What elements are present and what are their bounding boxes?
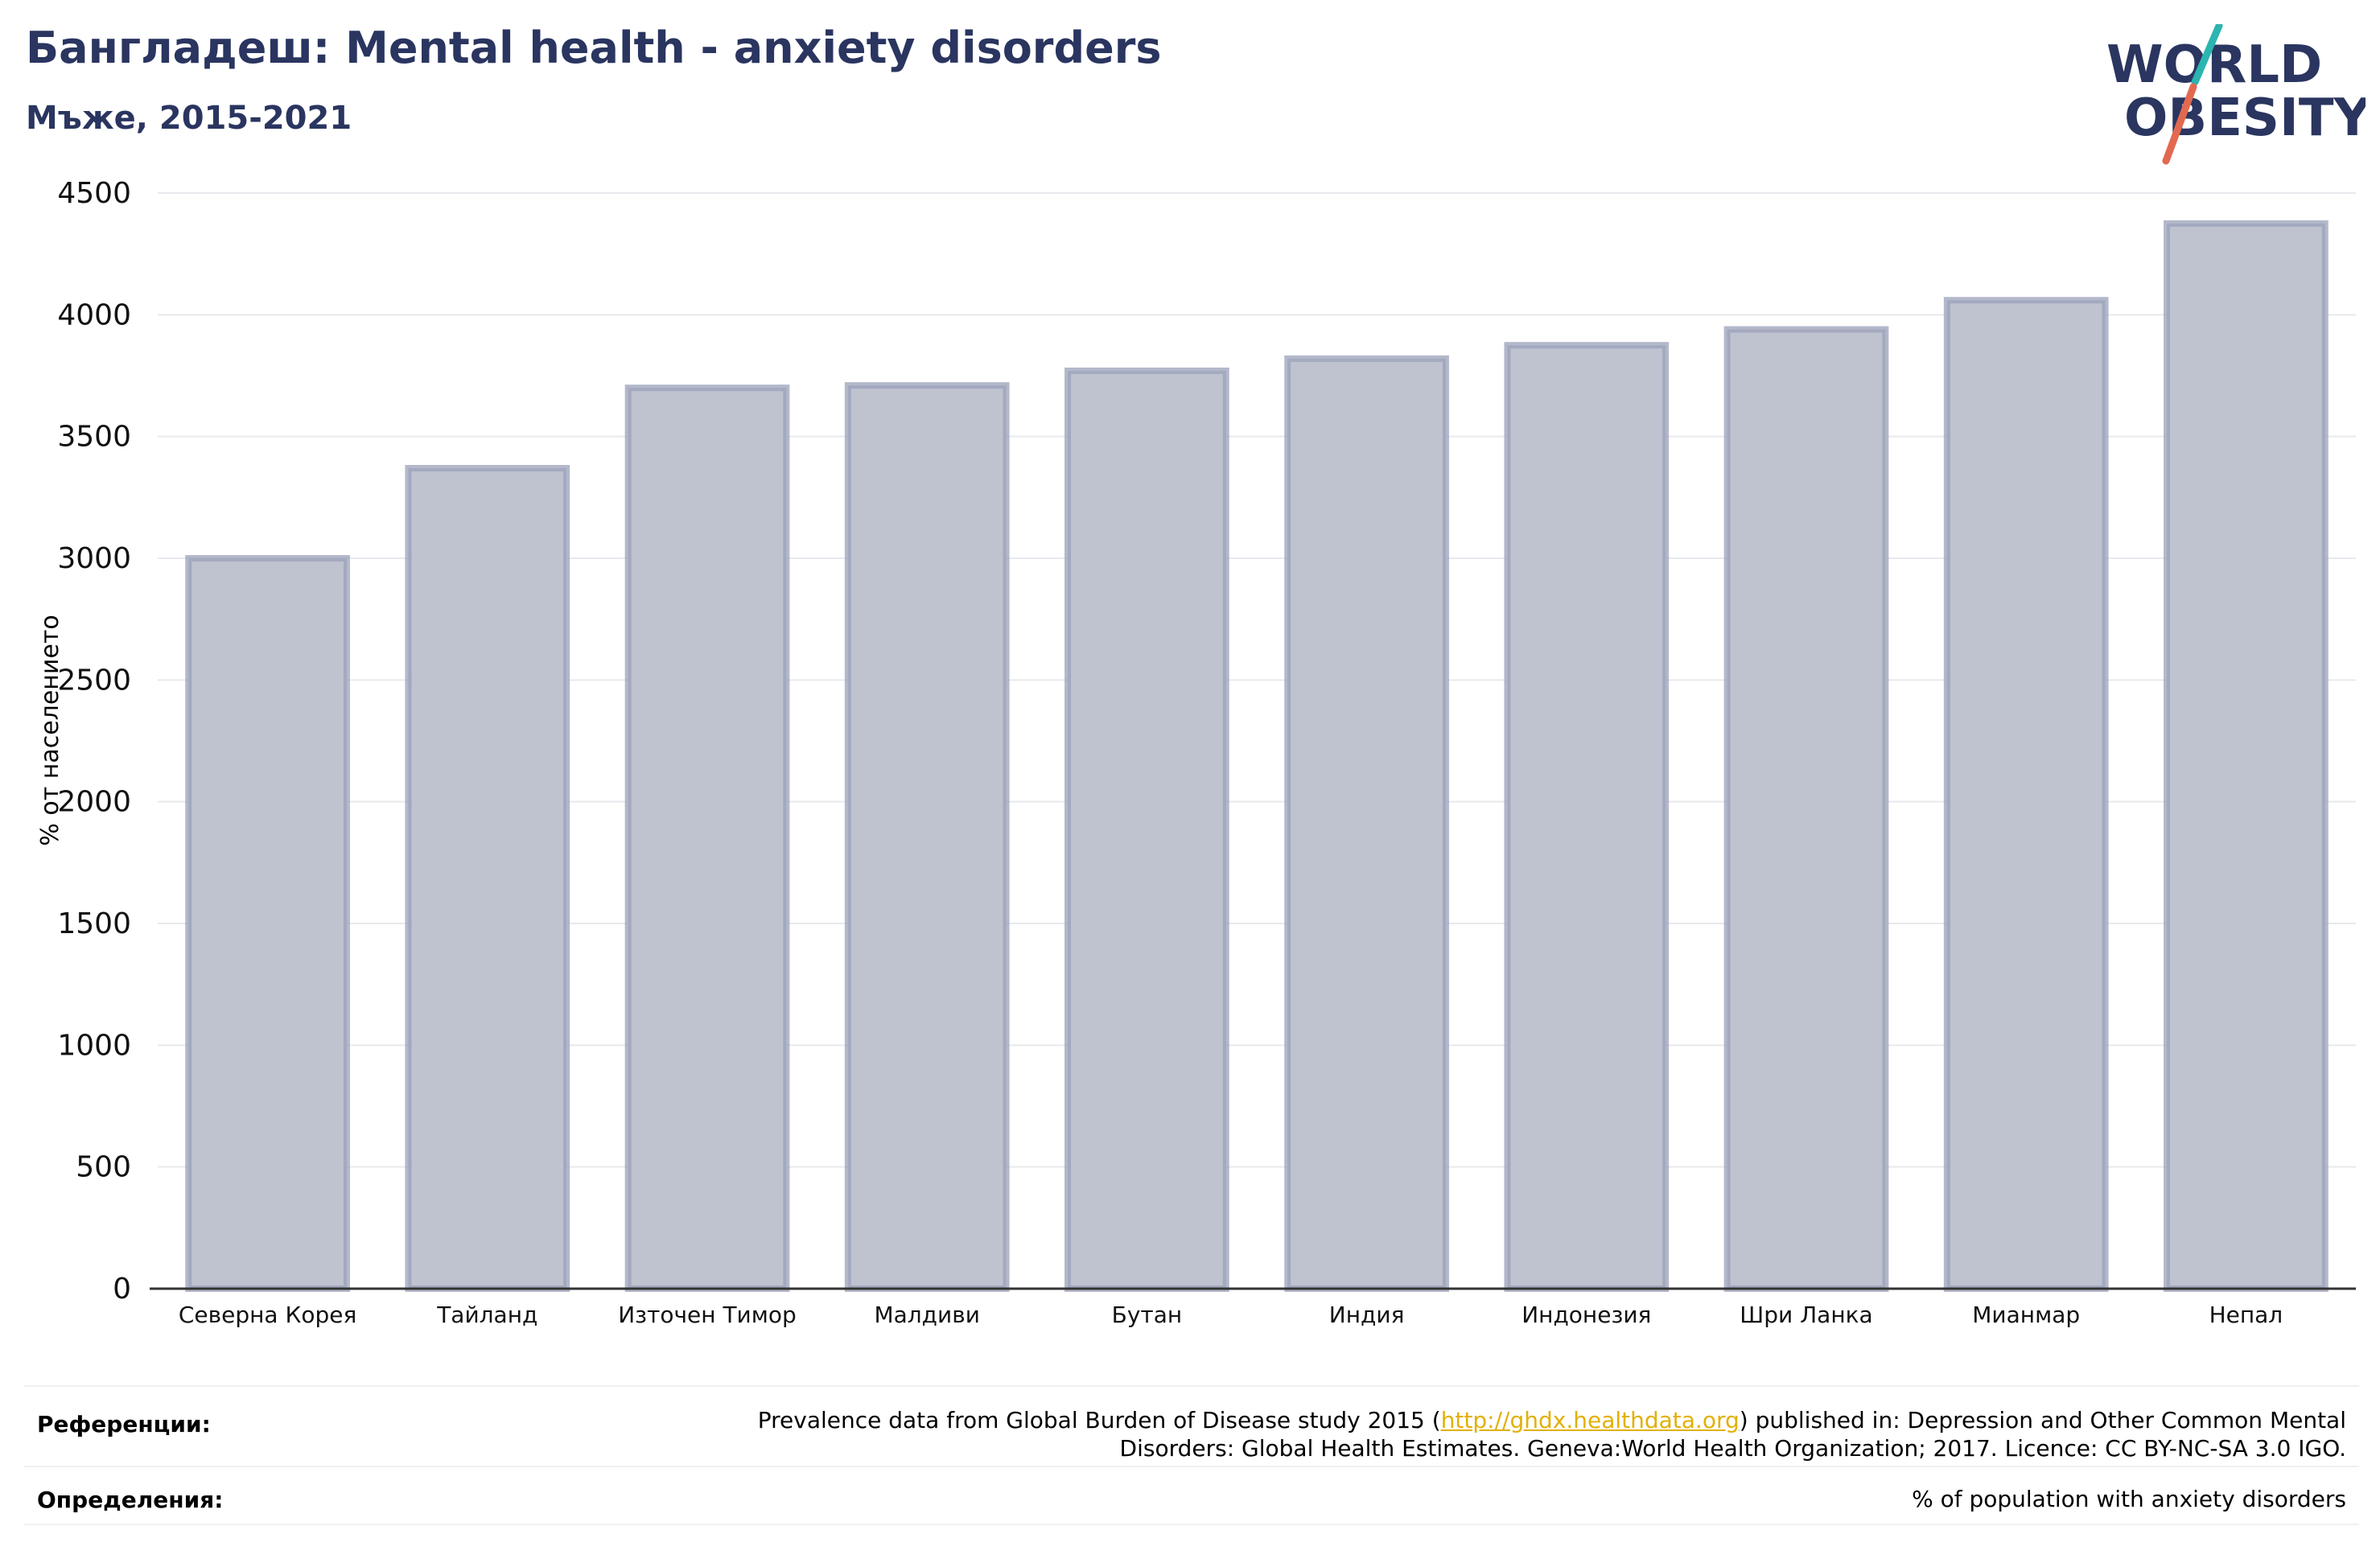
y-tick-label: 1500	[57, 907, 131, 940]
bar	[1504, 342, 1670, 1293]
bar	[185, 555, 350, 1292]
bar-chart: 0 500 1000 1500 2000 2500 3000 3500 4000 4500 Севе…	[36, 177, 2356, 1328]
references-text-before: Prevalence data from Global Burden of Di…	[757, 1407, 1441, 1433]
references-text-line2: Disorders: Global Health Estimates. Gene…	[1119, 1435, 2346, 1462]
y-axis-label: % от населението	[36, 615, 64, 845]
definitions-text: % of population with anxiety disorders	[1912, 1486, 2346, 1512]
chart-title: Бангладеш: Mental health - anxiety disor…	[26, 23, 1162, 73]
x-tick-label: Бутан	[1112, 1302, 1183, 1328]
references-text-after: ) published in: Depression and Other Com…	[1739, 1407, 2346, 1433]
definitions-label: Определения:	[37, 1487, 224, 1513]
axes: 0 500 1000 1500 2000 2500 3000 3500 4000 4500 Севе…	[57, 177, 2356, 1328]
bar	[2164, 220, 2329, 1292]
bar	[1723, 326, 1889, 1293]
definitions-row: Определения: % of population with anxiet…	[24, 1466, 2359, 1525]
y-tick-label: 3000	[57, 542, 131, 575]
x-tick-label: Индия	[1329, 1302, 1405, 1328]
y-tick-label: 1000	[57, 1029, 131, 1062]
references-label: Референции:	[37, 1411, 211, 1437]
bars	[185, 220, 2329, 1293]
y-tick-label: 4000	[57, 298, 131, 331]
y-tick-label: 3500	[57, 421, 131, 454]
references-link[interactable]: http://ghdx.healthdata.org	[1440, 1407, 1740, 1433]
logo-slash-teal	[2191, 24, 2223, 86]
x-tick-label: Шри Ланка	[1740, 1302, 1872, 1328]
references-row: Референции: Prevalence data from Global …	[24, 1385, 2359, 1467]
y-tick-label: 4500	[57, 177, 131, 210]
x-tick-label: Тайланд	[436, 1302, 537, 1328]
references-text: Prevalence data from Global Burden of Di…	[758, 1406, 2346, 1462]
x-tick-label: Малдиви	[874, 1302, 979, 1328]
bar	[844, 382, 1010, 1292]
y-tick-label: 0	[113, 1273, 131, 1306]
logo-slash-coral	[2162, 83, 2197, 165]
x-tick-label: Мианмар	[1972, 1302, 2080, 1328]
y-tick-label: 2000	[57, 786, 131, 819]
y-tick-label: 500	[76, 1151, 131, 1184]
x-tick-label: Индонезия	[1521, 1302, 1651, 1328]
x-tick-label: Непал	[2209, 1302, 2283, 1328]
logo-word-obesity: OBESITY	[2124, 88, 2366, 148]
bar	[1064, 367, 1229, 1292]
bar	[1943, 297, 2109, 1292]
bar	[405, 465, 570, 1292]
y-tick-label: 2500	[57, 664, 131, 697]
x-tick-label: Източен Тимор	[618, 1302, 797, 1328]
bar	[1284, 355, 1449, 1292]
x-tick-label: Северна Корея	[179, 1302, 357, 1328]
chart-subtitle: Мъже, 2015-2021	[26, 100, 352, 137]
bar	[624, 385, 790, 1293]
world-obesity-logo: WORLD OBESITY	[2106, 24, 2366, 165]
